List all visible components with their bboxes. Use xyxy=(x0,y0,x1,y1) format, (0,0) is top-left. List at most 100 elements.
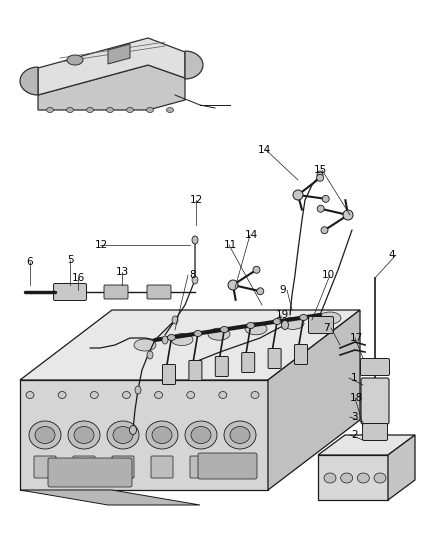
Ellipse shape xyxy=(35,426,55,443)
Ellipse shape xyxy=(146,421,178,449)
Text: 11: 11 xyxy=(224,240,237,250)
Text: 1: 1 xyxy=(350,373,357,383)
Text: 17: 17 xyxy=(350,333,363,343)
FancyBboxPatch shape xyxy=(294,344,307,365)
Ellipse shape xyxy=(341,473,353,483)
Polygon shape xyxy=(20,67,38,95)
Text: 10: 10 xyxy=(322,270,335,280)
Ellipse shape xyxy=(26,392,34,399)
FancyBboxPatch shape xyxy=(48,458,132,487)
FancyBboxPatch shape xyxy=(162,365,176,384)
Polygon shape xyxy=(20,490,200,505)
Ellipse shape xyxy=(167,335,176,341)
Ellipse shape xyxy=(319,312,341,324)
Ellipse shape xyxy=(282,317,304,329)
FancyBboxPatch shape xyxy=(198,453,257,479)
Ellipse shape xyxy=(130,425,137,434)
Ellipse shape xyxy=(245,323,267,335)
Text: 4: 4 xyxy=(388,250,395,260)
Polygon shape xyxy=(38,65,185,110)
Ellipse shape xyxy=(194,330,202,336)
Ellipse shape xyxy=(251,392,259,399)
Ellipse shape xyxy=(224,421,256,449)
Polygon shape xyxy=(268,310,360,490)
FancyBboxPatch shape xyxy=(363,424,388,440)
Ellipse shape xyxy=(273,319,281,325)
Ellipse shape xyxy=(253,266,260,273)
Ellipse shape xyxy=(187,392,195,399)
Ellipse shape xyxy=(185,421,217,449)
Ellipse shape xyxy=(247,322,255,328)
Ellipse shape xyxy=(123,392,131,399)
Ellipse shape xyxy=(192,276,198,284)
Ellipse shape xyxy=(162,336,168,344)
FancyBboxPatch shape xyxy=(308,317,333,334)
FancyBboxPatch shape xyxy=(268,349,281,368)
Ellipse shape xyxy=(155,392,162,399)
Ellipse shape xyxy=(67,55,83,65)
FancyBboxPatch shape xyxy=(104,285,128,299)
Text: 14: 14 xyxy=(258,145,271,155)
Ellipse shape xyxy=(29,421,61,449)
Text: 6: 6 xyxy=(27,257,33,267)
Polygon shape xyxy=(318,455,388,500)
Ellipse shape xyxy=(219,392,227,399)
Text: 9: 9 xyxy=(279,285,286,295)
Text: 7: 7 xyxy=(323,323,330,333)
Ellipse shape xyxy=(46,108,53,112)
Text: 19: 19 xyxy=(276,310,289,320)
Ellipse shape xyxy=(152,426,172,443)
FancyBboxPatch shape xyxy=(53,284,86,301)
Ellipse shape xyxy=(293,190,303,200)
Ellipse shape xyxy=(208,328,230,340)
FancyBboxPatch shape xyxy=(151,456,173,478)
Ellipse shape xyxy=(68,421,100,449)
Ellipse shape xyxy=(343,210,353,220)
FancyBboxPatch shape xyxy=(215,357,228,376)
Ellipse shape xyxy=(113,426,133,443)
Ellipse shape xyxy=(230,426,250,443)
FancyBboxPatch shape xyxy=(112,456,134,478)
Text: 15: 15 xyxy=(314,165,327,175)
Ellipse shape xyxy=(106,108,113,112)
Polygon shape xyxy=(185,51,203,79)
Ellipse shape xyxy=(135,386,141,394)
Ellipse shape xyxy=(86,108,93,112)
FancyBboxPatch shape xyxy=(361,378,389,424)
FancyBboxPatch shape xyxy=(73,456,95,478)
FancyBboxPatch shape xyxy=(34,456,56,478)
Ellipse shape xyxy=(228,280,238,290)
FancyBboxPatch shape xyxy=(242,352,255,373)
Ellipse shape xyxy=(171,334,193,345)
Polygon shape xyxy=(20,310,360,380)
Ellipse shape xyxy=(74,426,94,443)
Ellipse shape xyxy=(220,327,228,333)
Text: 2: 2 xyxy=(351,430,358,440)
Polygon shape xyxy=(318,435,415,455)
Ellipse shape xyxy=(192,236,198,244)
Ellipse shape xyxy=(317,205,324,212)
Text: 12: 12 xyxy=(189,195,203,205)
Ellipse shape xyxy=(58,392,66,399)
Ellipse shape xyxy=(317,171,323,179)
Text: 18: 18 xyxy=(350,393,363,403)
Ellipse shape xyxy=(300,314,307,320)
Polygon shape xyxy=(108,44,130,64)
FancyBboxPatch shape xyxy=(190,456,212,478)
Text: 13: 13 xyxy=(115,267,129,277)
Polygon shape xyxy=(38,38,185,95)
Text: 3: 3 xyxy=(351,412,358,422)
Text: 8: 8 xyxy=(189,270,196,280)
Ellipse shape xyxy=(107,421,139,449)
Ellipse shape xyxy=(90,392,98,399)
Ellipse shape xyxy=(191,426,211,443)
Ellipse shape xyxy=(146,108,153,112)
Text: 5: 5 xyxy=(67,255,73,265)
FancyBboxPatch shape xyxy=(189,360,202,381)
Ellipse shape xyxy=(67,108,74,112)
Ellipse shape xyxy=(147,351,153,359)
Ellipse shape xyxy=(374,473,386,483)
Ellipse shape xyxy=(172,316,178,324)
Ellipse shape xyxy=(322,196,329,203)
Ellipse shape xyxy=(357,473,369,483)
